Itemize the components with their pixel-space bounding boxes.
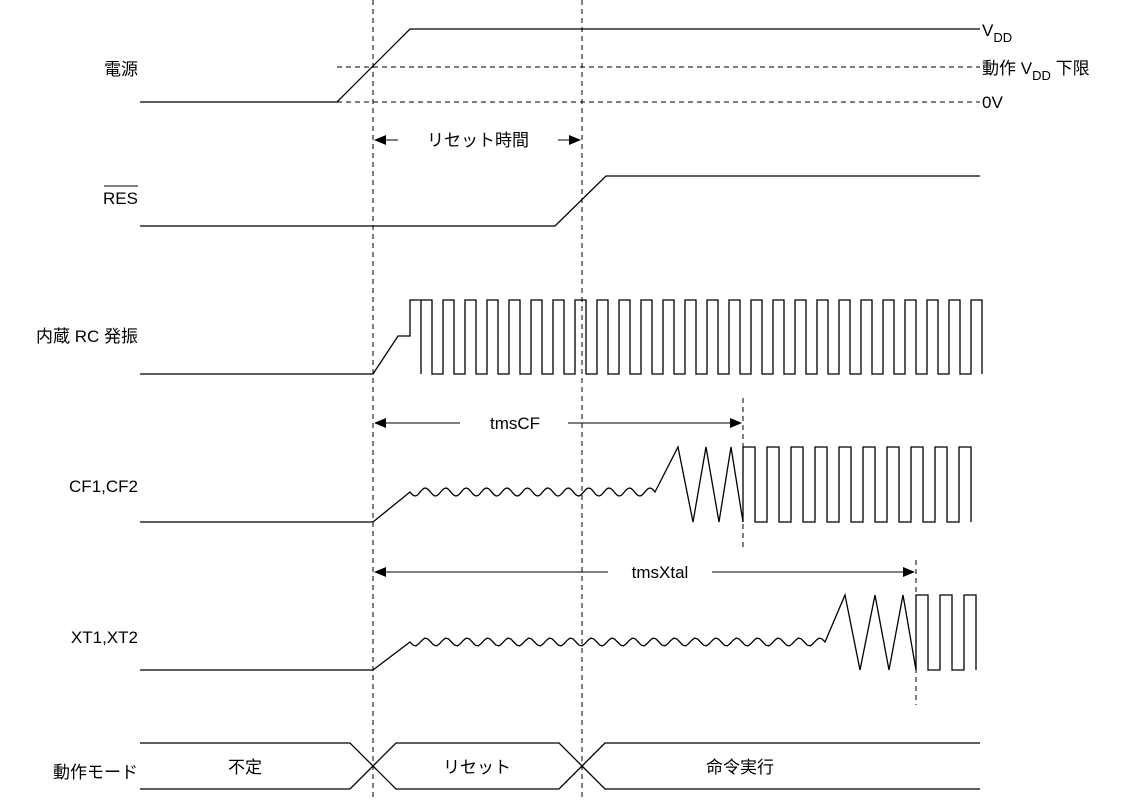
zero-volt-label: 0V [982, 93, 1003, 112]
power-label: 電源 [104, 60, 138, 79]
cf-waveform [140, 445, 972, 523]
mode-reset-label: リセット [443, 758, 511, 777]
mode-execute-label: 命令実行 [706, 758, 774, 777]
res-label: RES [103, 189, 138, 208]
rc-osc-label: 内蔵 RC 発振 [36, 327, 138, 346]
mode-label: 動作モード [53, 763, 138, 782]
xt-waveform [140, 592, 977, 671]
tmsxtal-label: tmsXtal [632, 563, 689, 582]
rc-osc-waveform [140, 299, 983, 375]
power-waveform [140, 28, 980, 103]
xt-label: XT1,XT2 [71, 628, 138, 647]
vdd-label: VDD [982, 21, 1012, 45]
mode-bus-execute [581, 742, 980, 790]
vdd-min-label: 動作 VDD 下限 [982, 59, 1090, 83]
tmscf-label: tmsCF [490, 414, 540, 433]
reset-time-label: リセット時間 [427, 131, 529, 150]
cf-label: CF1,CF2 [69, 477, 138, 496]
mode-undefined-label: 不定 [228, 758, 262, 777]
res-waveform [140, 175, 980, 227]
